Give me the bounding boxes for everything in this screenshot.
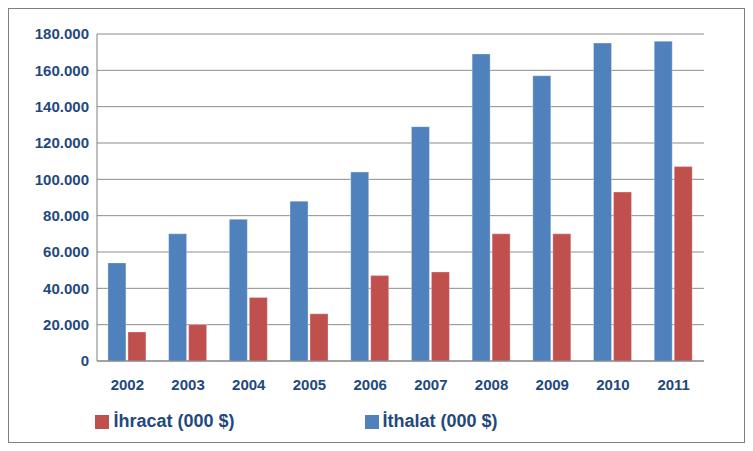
svg-text:2007: 2007 [414, 376, 447, 393]
svg-text:2009: 2009 [536, 376, 569, 393]
svg-text:180.000: 180.000 [35, 25, 89, 42]
svg-text:2002: 2002 [111, 376, 144, 393]
svg-text:2003: 2003 [171, 376, 204, 393]
svg-text:20.000: 20.000 [43, 316, 89, 333]
svg-text:100.000: 100.000 [35, 171, 89, 188]
svg-text:0: 0 [81, 352, 89, 369]
svg-text:2005: 2005 [293, 376, 326, 393]
svg-text:80.000: 80.000 [43, 207, 89, 224]
svg-text:120.000: 120.000 [35, 134, 89, 151]
svg-text:160.000: 160.000 [35, 62, 89, 79]
svg-text:2006: 2006 [353, 376, 386, 393]
svg-text:2010: 2010 [596, 376, 629, 393]
svg-text:2011: 2011 [657, 376, 690, 393]
svg-text:2004: 2004 [232, 376, 266, 393]
svg-text:60.000: 60.000 [43, 243, 89, 260]
svg-text:2008: 2008 [475, 376, 508, 393]
svg-text:40.000: 40.000 [43, 280, 89, 297]
svg-text:140.000: 140.000 [35, 98, 89, 115]
html-text:İhracat (000 $): İhracat (000 $) [113, 411, 235, 431]
html-text:İthalat (000 $): İthalat (000 $) [382, 411, 498, 431]
